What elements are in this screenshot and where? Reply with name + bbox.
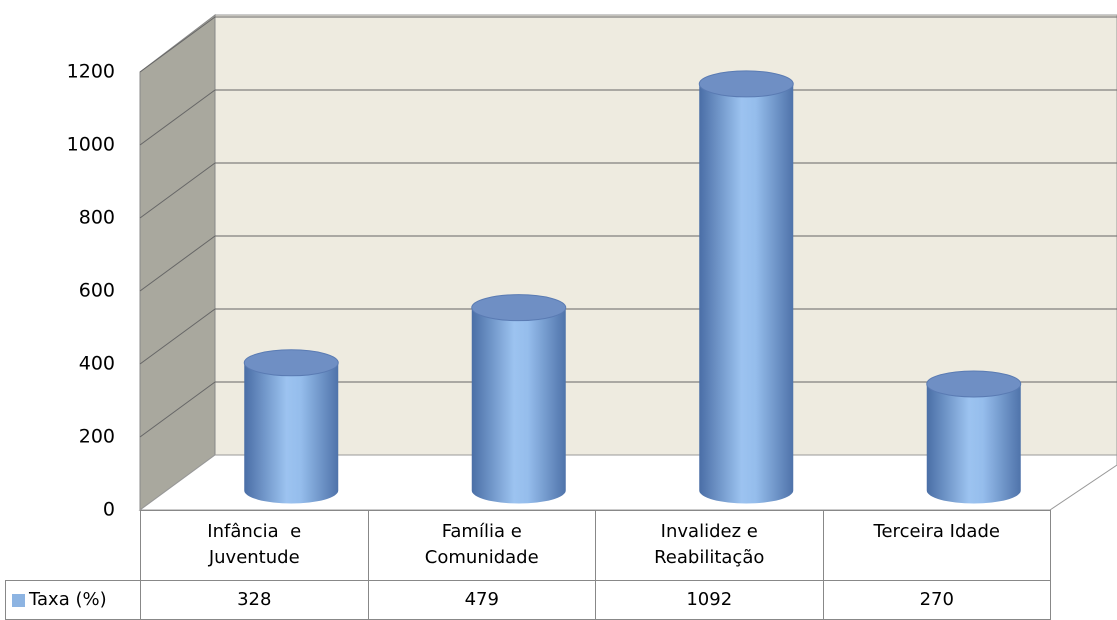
category-cell-text: Infância e Juventude <box>207 521 307 568</box>
category-cell: Invalidez e Reabilitação <box>595 510 824 581</box>
value-cell-text: 1092 <box>686 589 733 610</box>
value-cell: 479 <box>367 580 596 620</box>
grid-line <box>139 381 216 438</box>
value-cell: 1092 <box>595 580 824 620</box>
cylinder-top <box>698 70 794 98</box>
cylinder <box>926 383 1021 504</box>
category-cell-text: Família e Comunidade <box>424 521 539 568</box>
cylinder <box>471 307 566 504</box>
y-tick-label: 1200 <box>67 61 115 83</box>
value-cell: 328 <box>140 580 369 620</box>
legend-swatch <box>12 593 25 607</box>
legend-label: Taxa (%) <box>29 589 107 610</box>
grid-line <box>139 162 216 219</box>
y-tick-label: 1000 <box>67 134 115 156</box>
category-cell: Infância e Juventude <box>140 510 369 581</box>
grid-line <box>139 235 216 292</box>
cylinder <box>244 362 339 504</box>
category-cell: Família e Comunidade <box>367 510 596 581</box>
value-cell: 270 <box>822 580 1051 620</box>
grid-line <box>139 308 216 365</box>
side-wall <box>139 13 216 511</box>
value-cell-text: 328 <box>237 589 272 610</box>
grid-line <box>139 16 216 73</box>
cylinder-top <box>471 294 567 322</box>
y-tick-label: 0 <box>103 499 115 521</box>
category-cell-text: Terceira Idade <box>873 521 1000 542</box>
grid-line <box>139 89 216 146</box>
y-tick-label: 200 <box>79 426 115 448</box>
y-tick-label: 600 <box>79 280 115 302</box>
cylinder <box>699 83 794 504</box>
category-cell: Terceira Idade <box>822 510 1051 581</box>
y-tick-label: 400 <box>79 353 115 375</box>
y-tick-label: 800 <box>79 207 115 229</box>
category-cell-text: Invalidez e Reabilitação <box>654 521 765 568</box>
legend-cell: Taxa (%) <box>5 580 141 620</box>
cylinder-top <box>243 349 339 377</box>
value-cell-text: 479 <box>464 589 499 610</box>
value-cell-text: 270 <box>919 589 954 610</box>
cylinder-top <box>926 370 1022 398</box>
